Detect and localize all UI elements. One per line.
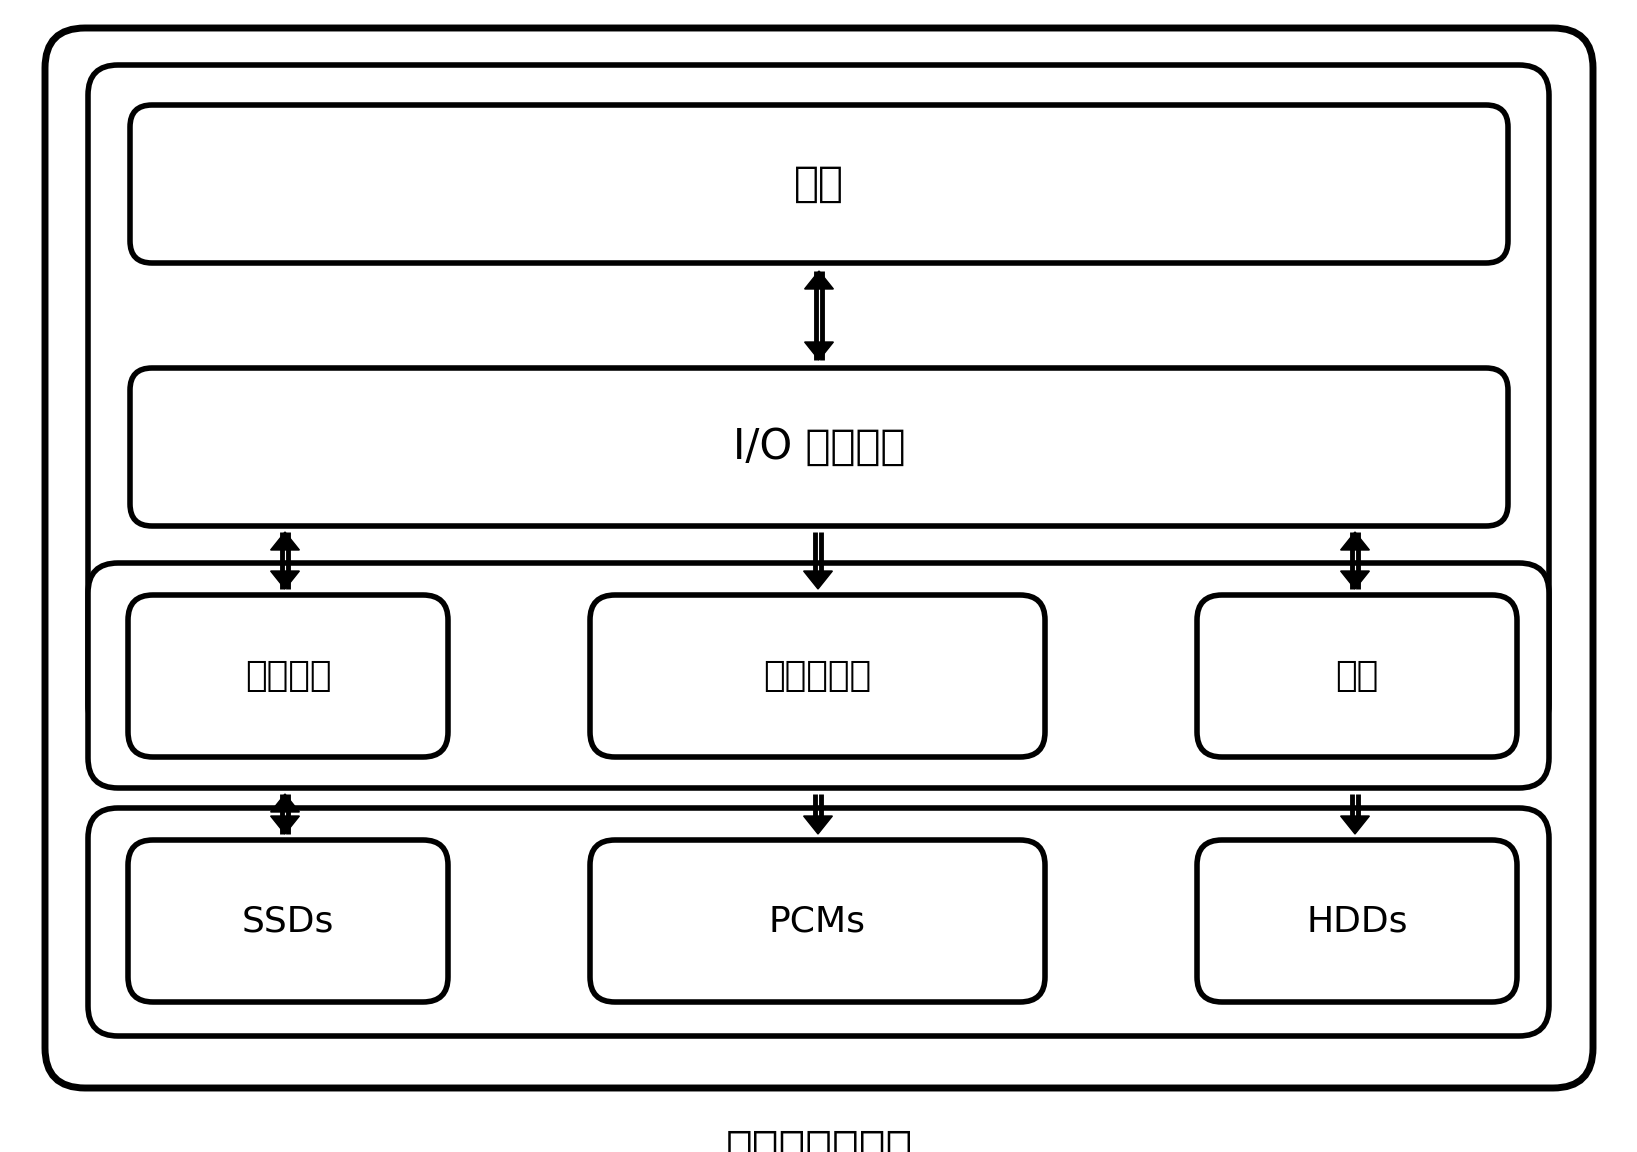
Polygon shape bbox=[1341, 571, 1370, 589]
Polygon shape bbox=[270, 571, 300, 589]
Text: SSDs: SSDs bbox=[242, 904, 334, 938]
Polygon shape bbox=[805, 271, 833, 289]
Text: 热数据检测: 热数据检测 bbox=[763, 659, 871, 694]
Polygon shape bbox=[805, 342, 833, 359]
FancyBboxPatch shape bbox=[44, 28, 1593, 1087]
FancyBboxPatch shape bbox=[129, 367, 1508, 526]
FancyBboxPatch shape bbox=[129, 105, 1508, 263]
Polygon shape bbox=[804, 571, 832, 589]
Polygon shape bbox=[804, 816, 832, 834]
Text: HDDs: HDDs bbox=[1306, 904, 1408, 938]
Polygon shape bbox=[270, 794, 300, 812]
Polygon shape bbox=[1341, 816, 1370, 834]
Text: 高速缓存: 高速缓存 bbox=[246, 659, 331, 694]
Text: 智能混合存储池: 智能混合存储池 bbox=[725, 1128, 912, 1152]
Text: I/O 路径优化: I/O 路径优化 bbox=[733, 426, 905, 468]
FancyBboxPatch shape bbox=[88, 808, 1549, 1036]
FancyBboxPatch shape bbox=[88, 65, 1549, 735]
Text: PCMs: PCMs bbox=[769, 904, 866, 938]
FancyBboxPatch shape bbox=[589, 840, 1044, 1002]
FancyBboxPatch shape bbox=[88, 563, 1549, 788]
FancyBboxPatch shape bbox=[1197, 594, 1517, 757]
Polygon shape bbox=[270, 532, 300, 550]
FancyBboxPatch shape bbox=[1197, 840, 1517, 1002]
FancyBboxPatch shape bbox=[589, 594, 1044, 757]
Polygon shape bbox=[1341, 532, 1370, 550]
Polygon shape bbox=[270, 816, 300, 834]
Text: 应用: 应用 bbox=[794, 162, 845, 205]
Text: 盘池: 盘池 bbox=[1336, 659, 1378, 694]
FancyBboxPatch shape bbox=[128, 840, 449, 1002]
FancyBboxPatch shape bbox=[128, 594, 449, 757]
